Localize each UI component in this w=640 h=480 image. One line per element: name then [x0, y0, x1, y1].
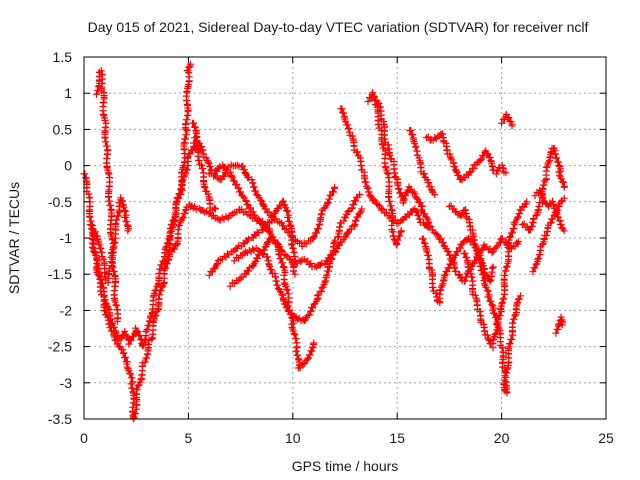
series-24	[552, 313, 566, 337]
series-12	[337, 105, 432, 231]
x-axis-label: GPS time / hours	[292, 458, 399, 474]
series-11-markers	[205, 161, 339, 250]
y-tick-label: -3	[60, 375, 73, 391]
series-14	[368, 93, 522, 285]
y-tick-label: 1	[64, 85, 72, 101]
series-11	[205, 161, 339, 250]
series-16	[422, 130, 510, 183]
x-tick-label: 5	[185, 430, 193, 446]
series-23	[531, 186, 568, 235]
x-tick-label: 25	[598, 430, 614, 446]
series-7-markers	[191, 134, 219, 214]
series-4-markers	[93, 67, 122, 325]
series-12-markers	[337, 105, 432, 231]
series-14-markers	[368, 93, 522, 285]
series-9-markers	[226, 234, 318, 372]
y-tick-label: -3.5	[48, 411, 72, 427]
series-15-markers	[406, 126, 439, 199]
series-24-markers	[552, 313, 566, 337]
series-18	[445, 202, 524, 397]
series-18-markers	[445, 202, 524, 397]
series-17	[418, 234, 497, 307]
series-10	[230, 191, 364, 325]
series-20-markers	[498, 110, 516, 130]
data-points	[80, 60, 568, 423]
series-16-markers	[422, 130, 510, 183]
series-20	[498, 110, 516, 130]
y-tick-label: 0	[64, 158, 72, 174]
x-tick-label: 10	[285, 430, 301, 446]
series-10-markers	[230, 191, 364, 325]
chart-title: Day 015 of 2021, Sidereal Day-to-day VTE…	[88, 19, 589, 35]
y-tick-label: 1.5	[53, 49, 73, 65]
axis-ticks: 0 5 10 15 20 25 -3.5 -3 -2.5 -2 -1.5 -1 -0.5 0 0.5 1 1.5	[48, 49, 614, 446]
y-tick-label: -2.5	[48, 339, 72, 355]
y-tick-label: 0.5	[53, 121, 73, 137]
series-17-markers	[418, 234, 497, 307]
series-19	[460, 198, 531, 352]
series-7	[191, 134, 219, 214]
y-tick-label: -1	[60, 230, 73, 246]
y-axis-label: SDTVAR / TECUs	[6, 182, 22, 294]
series-19-markers	[460, 198, 531, 352]
y-tick-label: -1.5	[48, 266, 72, 282]
y-tick-label: -0.5	[48, 194, 72, 210]
x-tick-label: 0	[80, 430, 88, 446]
series-9	[226, 234, 318, 372]
x-tick-label: 15	[389, 430, 405, 446]
y-tick-label: -2	[60, 302, 73, 318]
x-tick-label: 20	[494, 430, 510, 446]
series-23-markers	[531, 186, 568, 235]
series-15	[406, 126, 439, 199]
series-4	[93, 67, 122, 325]
